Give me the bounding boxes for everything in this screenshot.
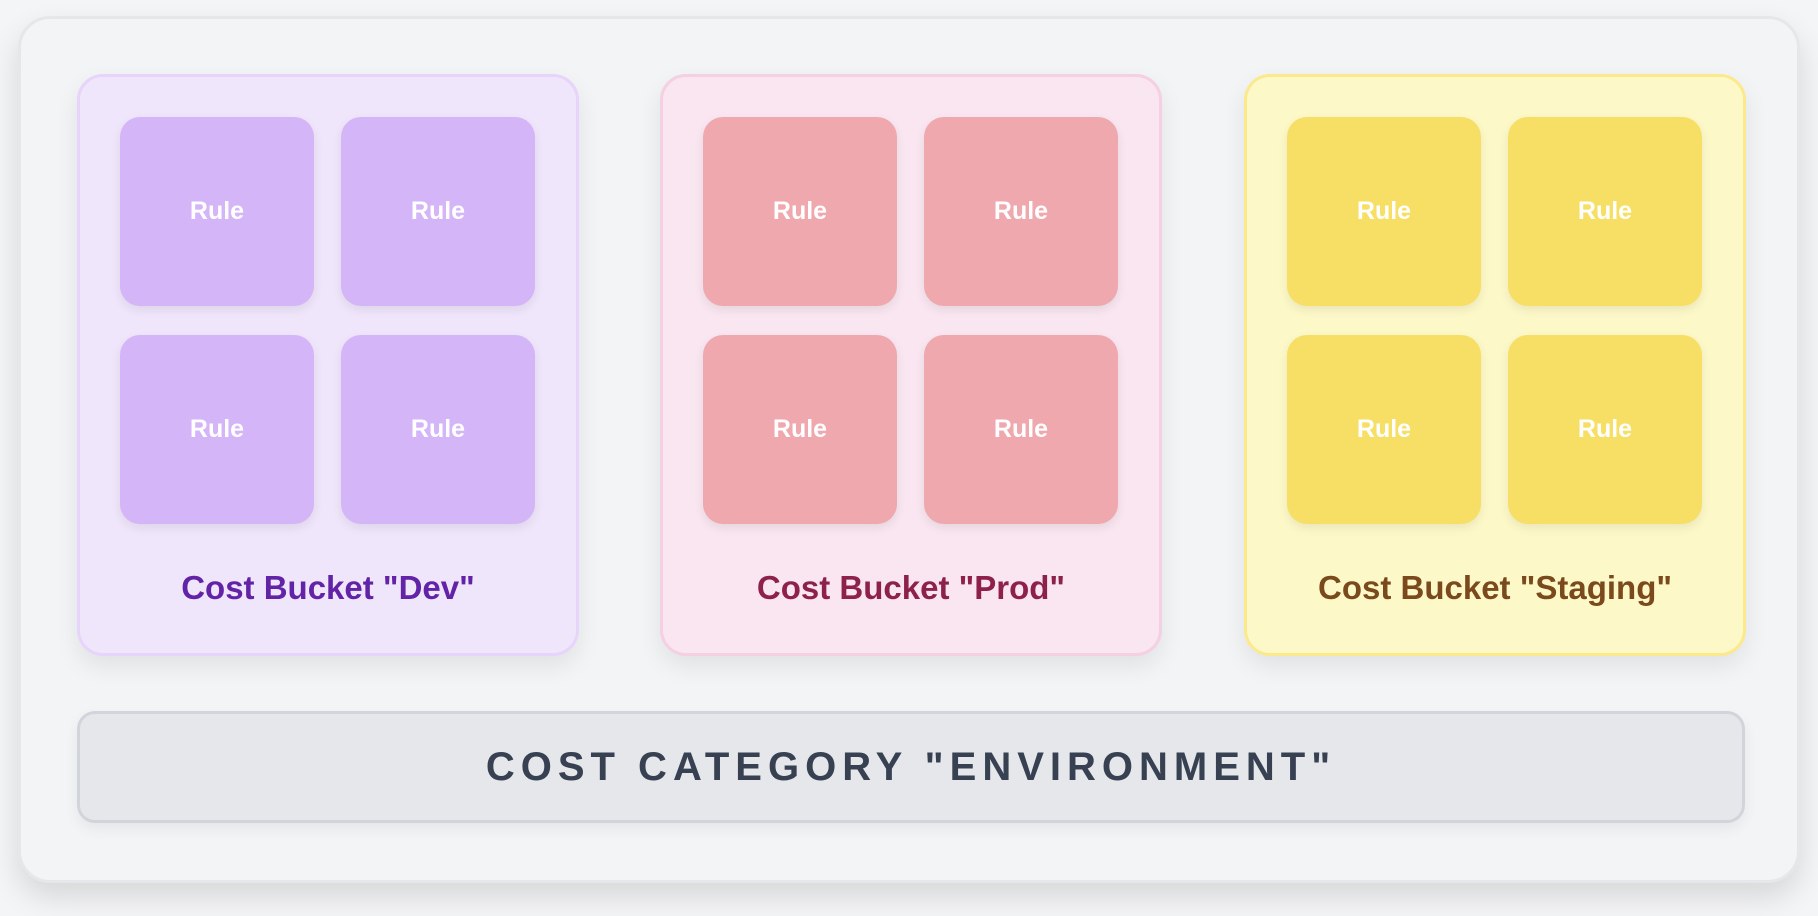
rule-box: Rule	[1508, 117, 1702, 306]
bucket-label: Cost Bucket "Prod"	[756, 569, 1066, 606]
rule-box: Rule	[703, 335, 897, 524]
cost-category-label: COST CATEGORY "ENVIRONMENT"	[485, 744, 1337, 789]
rule-box: Rule	[120, 117, 314, 306]
cost-category-bar: COST CATEGORY "ENVIRONMENT"	[77, 711, 1745, 823]
rule-box: Rule	[924, 335, 1118, 524]
cost-bucket-dev: Rule Rule Rule Rule Cost Bucket "Dev"	[77, 74, 579, 656]
rule-box: Rule	[120, 335, 314, 524]
bucket-label: Cost Bucket "Staging"	[1318, 569, 1672, 606]
bucket-label: Cost Bucket "Dev"	[181, 569, 475, 606]
cost-bucket-staging: Rule Rule Rule Rule Cost Bucket "Staging"	[1244, 74, 1746, 656]
rule-box: Rule	[1287, 117, 1481, 306]
rule-box: Rule	[703, 117, 897, 306]
rule-box: Rule	[1287, 335, 1481, 524]
rule-box: Rule	[341, 335, 535, 524]
rule-box: Rule	[341, 117, 535, 306]
rule-box: Rule	[1508, 335, 1702, 524]
cost-bucket-prod: Rule Rule Rule Rule Cost Bucket "Prod"	[660, 74, 1162, 656]
rule-box: Rule	[924, 117, 1118, 306]
